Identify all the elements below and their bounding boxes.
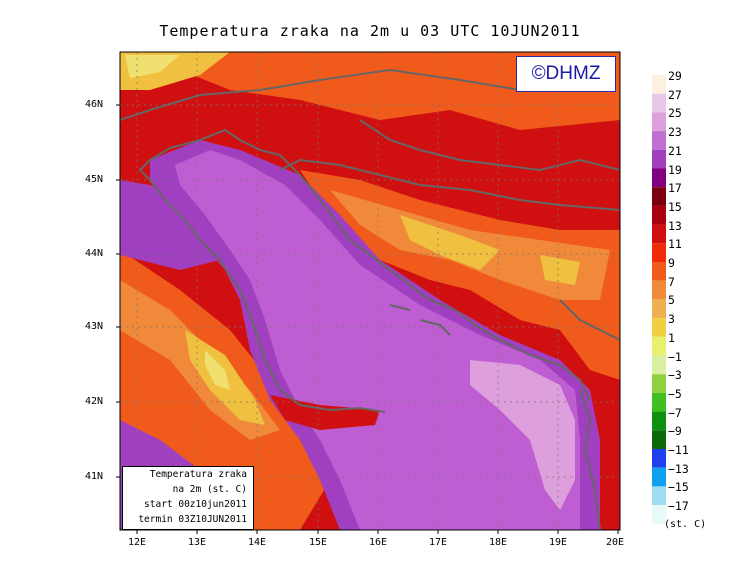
colorbar-label: −15 [668,480,689,495]
colorbar-label: 5 [668,293,675,308]
colorbar-label: 25 [668,106,682,121]
colorbar-swatch [652,374,666,393]
colorbar-label: 9 [668,256,675,270]
colorbar-label: −3 [668,368,682,383]
colorbar [652,75,666,524]
colorbar-label: 17 [668,181,682,196]
info-line-1: Temperatura zraka [149,469,247,480]
sea-adriatic [175,150,580,530]
colorbar-label: 7 [668,274,675,289]
lat-label: 43N [85,321,104,332]
land-cool-patch-2 [540,255,580,285]
colorbar-swatch [652,187,666,206]
colorbar-label: 15 [668,199,682,214]
colorbar-units: (st. C) [664,519,707,530]
colorbar-swatch [652,336,666,356]
info-line-3: start 00z10jun2011 [144,499,247,510]
land-cold-italy [205,350,230,390]
colorbar-label: −11 [668,443,689,457]
lon-label: 18E [489,537,508,548]
lon-label: 14E [248,537,267,548]
lon-label: 19E [549,537,568,548]
colorbar-label: 13 [668,218,682,233]
colorbar-label: 23 [668,125,682,140]
colorbar-label: 11 [668,237,682,252]
colorbar-label: −9 [668,424,682,439]
colorbar-label: 21 [668,143,682,158]
land-cold-northwest [125,55,180,78]
tick-marks [116,104,619,534]
colorbar-label: −1 [668,349,682,364]
colorbar-label: 19 [668,162,682,177]
colorbar-swatch [652,280,666,300]
lon-label: 13E [188,537,207,548]
colorbar-label: −5 [668,386,682,401]
info-box: Temperatura zraka na 2m (st. C) start 00… [122,466,254,530]
lon-label: 15E [309,537,328,548]
lon-label: 12E [128,537,147,548]
coastlines [120,68,620,530]
lat-label: 46N [85,99,104,110]
graticule [120,52,620,530]
colorbar-swatch [652,449,666,468]
colorbar-swatch [652,205,666,225]
land-cool-patch-1 [400,215,500,270]
lon-label: 16E [369,537,388,548]
map-title: Temperatura zraka na 2m u 03 UTC 10JUN20… [159,22,581,40]
colorbar-label: 27 [668,87,682,102]
colorbar-swatch [652,168,666,188]
lat-label: 44N [85,248,104,259]
colorbar-label: −17 [668,499,689,514]
colorbar-swatch [652,131,666,150]
colorbar-swatch [652,430,666,449]
colorbar-label: 3 [668,312,675,327]
land-warm-north [120,52,620,130]
colorbar-swatch [652,355,666,375]
info-line-2: na 2m (st. C) [172,484,247,495]
colorbar-swatch [652,486,666,506]
colorbar-label: −13 [668,461,689,476]
lon-label: 17E [429,537,448,548]
plot-frame [119,51,621,531]
lon-label: 20E [606,537,625,548]
colorbar-swatch [652,392,666,412]
lat-label: 41N [85,471,104,482]
lat-label: 42N [85,396,104,407]
colorbar-swatch [652,467,666,487]
colorbar-label: 29 [668,69,682,83]
colorbar-swatch [652,318,666,337]
colorbar-label: 1 [668,330,675,345]
colorbar-label: −7 [668,405,682,420]
colorbar-swatch [652,505,666,524]
colorbar-swatch [652,75,666,94]
colorbar-swatch [652,299,666,319]
info-line-4: termin 03Z10JUN2011 [138,514,247,525]
sea-adriatic-pale [470,360,575,510]
colorbar-swatch [652,112,666,132]
lat-label: 45N [85,174,104,185]
colorbar-swatch [652,411,666,431]
colorbar-swatch [652,93,666,113]
colorbar-swatch [652,149,666,169]
colorbar-swatch [652,262,666,281]
colorbar-swatch [652,243,666,262]
dhmz-logo: ©DHMZ [516,56,616,92]
colorbar-swatch [652,224,666,244]
